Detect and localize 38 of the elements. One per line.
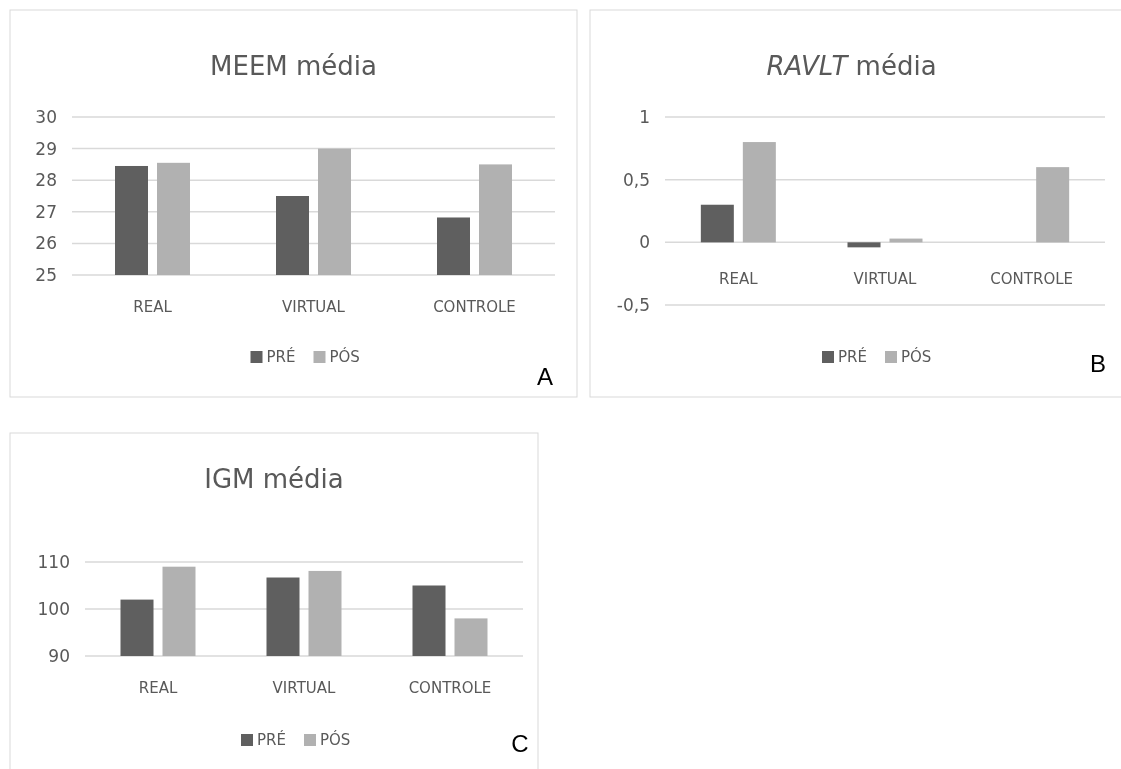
legend-label: PRÉ xyxy=(266,347,296,367)
y-tick-label: 25 xyxy=(35,264,57,285)
y-tick-label: 110 xyxy=(37,551,70,572)
bar xyxy=(847,242,881,248)
y-tick-label: 26 xyxy=(35,233,57,254)
x-tick-label: CONTROLE xyxy=(408,679,492,698)
x-tick-label: VIRTUAL xyxy=(282,298,346,317)
y-tick-label: -0,5 xyxy=(616,294,650,315)
bar xyxy=(700,204,734,243)
chart-title: MEEM média xyxy=(210,51,377,81)
text: A xyxy=(536,363,554,390)
y-tick-label: 0,5 xyxy=(622,169,650,190)
text: C xyxy=(511,730,529,757)
y-tick-label: 1 xyxy=(639,106,650,127)
x-tick-label: REAL xyxy=(719,270,759,289)
chart-title: RAVLT média xyxy=(766,51,937,81)
legend-label: PÓS xyxy=(901,347,932,367)
legend-label: PRÉ xyxy=(838,347,867,367)
text: B xyxy=(1089,350,1107,377)
y-tick-label: 27 xyxy=(35,201,57,222)
legend-label: PRÉ xyxy=(257,730,286,750)
x-tick-label: CONTROLE xyxy=(990,270,1074,289)
y-tick-label: 28 xyxy=(35,170,57,191)
y-tick-label: 90 xyxy=(48,645,70,666)
y-tick-label: 100 xyxy=(37,598,70,619)
legend-label: PÓS xyxy=(329,347,360,367)
x-tick-label: CONTROLE xyxy=(433,298,516,317)
x-tick-label: VIRTUAL xyxy=(853,270,918,289)
chart-title: IGM média xyxy=(204,464,344,494)
x-tick-label: REAL xyxy=(138,679,178,698)
bar xyxy=(1036,167,1070,243)
y-tick-label: 0 xyxy=(639,232,650,253)
legend-label: PÓS xyxy=(320,730,351,750)
x-tick-label: REAL xyxy=(133,298,173,317)
y-tick-label: 29 xyxy=(35,138,57,159)
x-tick-label: VIRTUAL xyxy=(272,679,337,698)
y-tick-label: 30 xyxy=(35,106,57,127)
bar xyxy=(742,142,776,243)
